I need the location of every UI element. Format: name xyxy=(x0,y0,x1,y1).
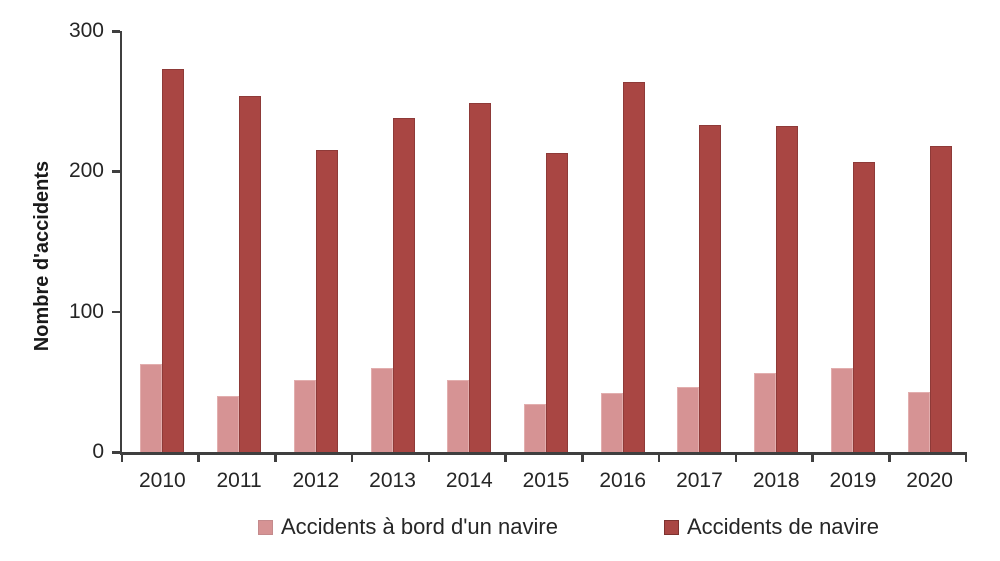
y-axis-tick xyxy=(111,170,120,173)
bar-accidents-a-bord-d-un-navire-2020 xyxy=(907,391,930,452)
bar-accidents-a-bord-d-un-navire-2017 xyxy=(677,387,700,452)
bar-accidents-de-navire-2018 xyxy=(776,126,799,452)
x-axis-tick xyxy=(581,452,584,462)
y-axis-line xyxy=(119,31,122,455)
y-axis-tick xyxy=(111,451,120,454)
bar-accidents-de-navire-2017 xyxy=(699,125,722,452)
x-tick-label-2017: 2017 xyxy=(676,469,723,492)
bar-accidents-de-navire-2012 xyxy=(315,150,338,452)
x-tick-label-2013: 2013 xyxy=(369,469,416,492)
x-tick-label-2011: 2011 xyxy=(216,469,262,492)
x-tick-label-2020: 2020 xyxy=(906,469,953,492)
y-tick-label: 300 xyxy=(68,19,104,42)
x-tick-label-2016: 2016 xyxy=(599,469,647,492)
bar-accidents-de-navire-2013 xyxy=(392,118,415,452)
x-tick-label-2012: 2012 xyxy=(292,469,340,492)
bar-accidents-a-bord-d-un-navire-2018 xyxy=(754,373,777,452)
x-axis-tick xyxy=(657,452,661,462)
bar-accidents-a-bord-d-un-navire-2010 xyxy=(140,363,163,452)
bar-accidents-a-bord-d-un-navire-2016 xyxy=(600,393,623,452)
legend-label: Accidents de navire xyxy=(687,514,879,539)
bar-accidents-de-navire-2019 xyxy=(852,161,875,452)
y-axis-tick xyxy=(111,310,120,314)
x-tick-label-2014: 2014 xyxy=(445,469,493,492)
bar-accidents-de-navire-2015 xyxy=(546,153,568,452)
legend-label: Accidents à bord d'un navire xyxy=(281,514,558,539)
bar-accidents-a-bord-d-un-navire-2015 xyxy=(524,404,546,452)
x-tick-label-2010: 2010 xyxy=(139,469,186,492)
x-axis-tick xyxy=(734,452,738,462)
x-axis-tick xyxy=(964,452,968,462)
bar-accidents-de-navire-2016 xyxy=(622,81,645,452)
x-tick-label-2015: 2015 xyxy=(522,469,570,492)
x-axis-line xyxy=(119,452,966,455)
y-axis-tick xyxy=(111,30,120,33)
y-tick-label: 100 xyxy=(68,299,104,323)
x-axis-tick xyxy=(197,452,200,462)
x-tick-label-2018: 2018 xyxy=(752,469,800,492)
x-axis-tick xyxy=(427,452,431,462)
bar-accidents-de-navire-2011 xyxy=(239,95,262,452)
bar-accidents-a-bord-d-un-navire-2012 xyxy=(293,380,316,452)
x-axis-tick xyxy=(274,452,277,462)
bar-accidents-de-navire-2020 xyxy=(929,146,952,452)
x-axis-tick xyxy=(350,452,354,462)
bar-accidents-a-bord-d-un-navire-2013 xyxy=(370,367,393,452)
bar-accidents-a-bord-d-un-navire-2011 xyxy=(217,395,240,452)
x-axis-tick xyxy=(120,452,124,462)
bar-accidents-a-bord-d-un-navire-2019 xyxy=(830,367,853,452)
legend-swatch-icon xyxy=(664,520,679,535)
bar-accidents-a-bord-d-un-navire-2014 xyxy=(447,380,470,452)
x-tick-label-2019: 2019 xyxy=(829,469,877,492)
x-axis-tick xyxy=(888,452,891,462)
bar-accidents-de-navire-2014 xyxy=(469,102,492,452)
y-tick-label: 200 xyxy=(68,159,104,183)
legend-swatch-icon xyxy=(258,520,273,535)
y-tick-label: 0 xyxy=(92,440,104,463)
x-axis-tick xyxy=(504,452,507,462)
legend: Accidents à bord d'un navire Accidents de… xyxy=(0,508,1000,548)
bar-accidents-de-navire-2010 xyxy=(162,68,185,452)
x-axis-tick xyxy=(811,452,814,462)
